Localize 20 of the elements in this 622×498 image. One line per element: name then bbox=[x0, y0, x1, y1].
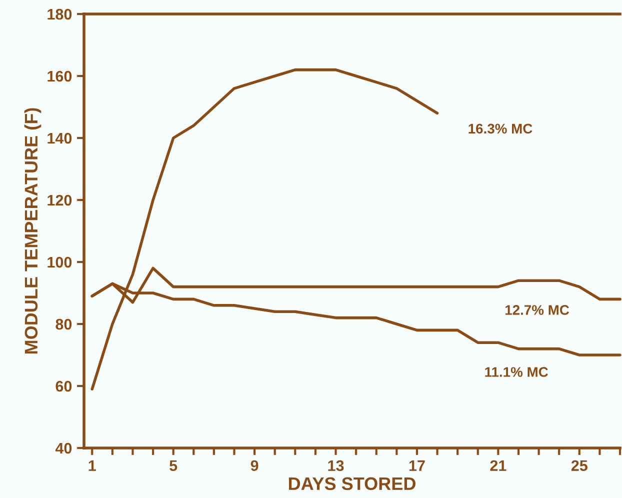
x-axis-title: DAYS STORED bbox=[288, 477, 416, 490]
x-tick-label: 1 bbox=[88, 460, 96, 471]
x-tick-label: 9 bbox=[250, 460, 258, 472]
y-tick-label: 40 bbox=[55, 442, 72, 454]
x-tick-label: 17 bbox=[409, 460, 425, 471]
y-tick-label: 160 bbox=[48, 70, 72, 82]
y-tick-label: 100 bbox=[48, 256, 72, 268]
y-tick-label: 180 bbox=[48, 8, 72, 20]
y-tick-label: 80 bbox=[56, 318, 72, 330]
x-tick-label: 25 bbox=[571, 460, 588, 472]
x-tick-label: 21 bbox=[490, 460, 506, 471]
y-tick-label: 140 bbox=[48, 132, 72, 144]
text: 16.3% MC bbox=[468, 124, 532, 134]
y-tick-label: 60 bbox=[56, 380, 72, 392]
y-axis-title: MODULE TEMPERATURE (F) bbox=[24, 108, 42, 354]
series-label: 12.7% MC bbox=[505, 305, 570, 315]
x-tick-label: 13 bbox=[328, 460, 344, 472]
x-tick-label: 5 bbox=[170, 460, 178, 472]
y-tick-label: 120 bbox=[48, 194, 72, 206]
series-label: 11.1% MC bbox=[485, 367, 548, 377]
